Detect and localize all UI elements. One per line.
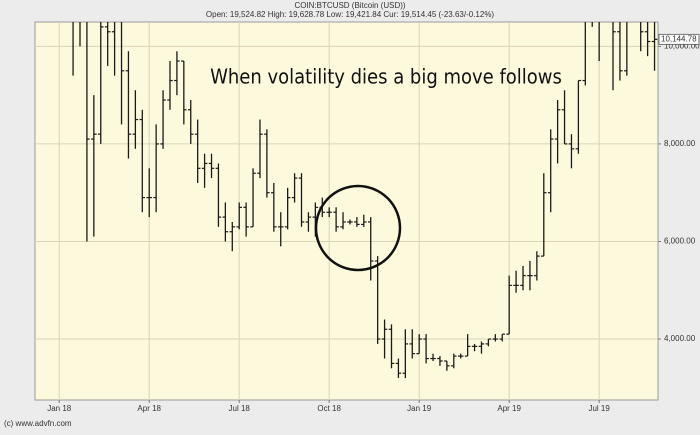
source: (c) www.advfn.com xyxy=(4,419,72,428)
last-price-box xyxy=(658,33,700,45)
x-tick-label: Jan 19 xyxy=(407,404,432,413)
x-tick-label: Apr 18 xyxy=(137,404,161,413)
plot-area xyxy=(34,21,659,401)
x-tick-label: Jan 18 xyxy=(47,404,72,413)
x-tick-label: Apr 19 xyxy=(497,404,521,413)
bars xyxy=(72,22,658,379)
y-tick-label: 4,000.00 xyxy=(664,334,696,343)
y-tick-label: 6,000.00 xyxy=(664,237,696,246)
x-tick-label: Jul 18 xyxy=(229,404,251,413)
grid xyxy=(35,22,661,403)
chart-subtitle: Open: 19,524.82 High: 19,628.78 Low: 19,… xyxy=(206,10,495,19)
x-tick-label: Jul 19 xyxy=(588,404,610,413)
y-tick-label: 10,000.00 xyxy=(664,41,700,50)
y-tick-label: 8,000.00 xyxy=(664,139,696,148)
highlight-circle xyxy=(314,184,402,272)
last-price-label: 10,144.78 xyxy=(661,34,697,43)
x-tick-label: Oct 18 xyxy=(317,404,341,413)
chart-title: COIN:BTCUSD (Bitcoin (USD)) xyxy=(294,1,405,10)
annotation: When volatility dies a big move follows xyxy=(210,65,562,89)
